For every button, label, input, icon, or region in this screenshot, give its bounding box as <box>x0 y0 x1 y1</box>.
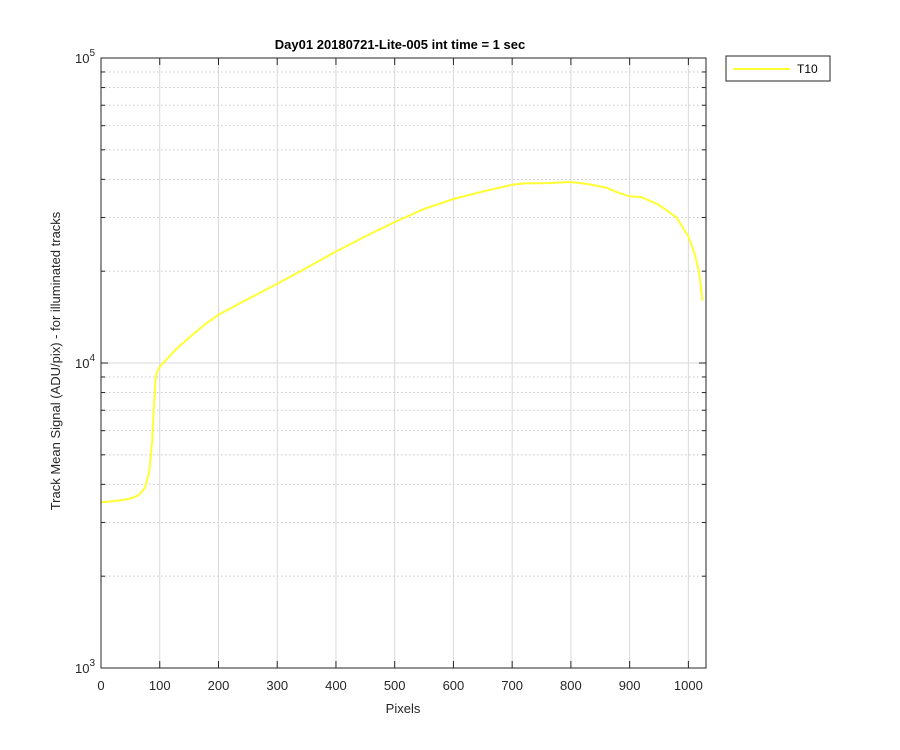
x-tick-label: 400 <box>325 678 347 693</box>
y-tick-label: 105 <box>75 48 95 66</box>
x-tick-label: 0 <box>97 678 104 693</box>
x-tick-label: 100 <box>149 678 171 693</box>
legend-label-t10: T10 <box>797 62 818 76</box>
x-tick-label: 600 <box>443 678 465 693</box>
x-tick-label: 700 <box>501 678 523 693</box>
chart-title: Day01 20180721-Lite-005 int time = 1 sec <box>275 37 525 52</box>
x-tick-label: 200 <box>208 678 230 693</box>
x-axis-label: Pixels <box>386 701 421 716</box>
y-axis-label: Track Mean Signal (ADU/pix) - for illumi… <box>48 211 63 510</box>
ticks <box>100 57 706 669</box>
x-tick-label: 800 <box>560 678 582 693</box>
x-tick-label: 500 <box>384 678 406 693</box>
series-layer <box>100 181 704 504</box>
legend[interactable]: T10 <box>725 55 831 82</box>
minor-grid <box>101 71 706 577</box>
y-tick-label: 103 <box>75 658 95 676</box>
series-line-t10 <box>100 181 704 504</box>
tick-labels: 103 104 105 0 100 200 300 400 500 600 700 800 900 100… <box>75 48 703 693</box>
x-tick-label: 900 <box>619 678 641 693</box>
x-tick-label: 300 <box>266 678 288 693</box>
y-tick-label: 104 <box>75 353 95 371</box>
x-tick-label: 1000 <box>674 678 703 693</box>
